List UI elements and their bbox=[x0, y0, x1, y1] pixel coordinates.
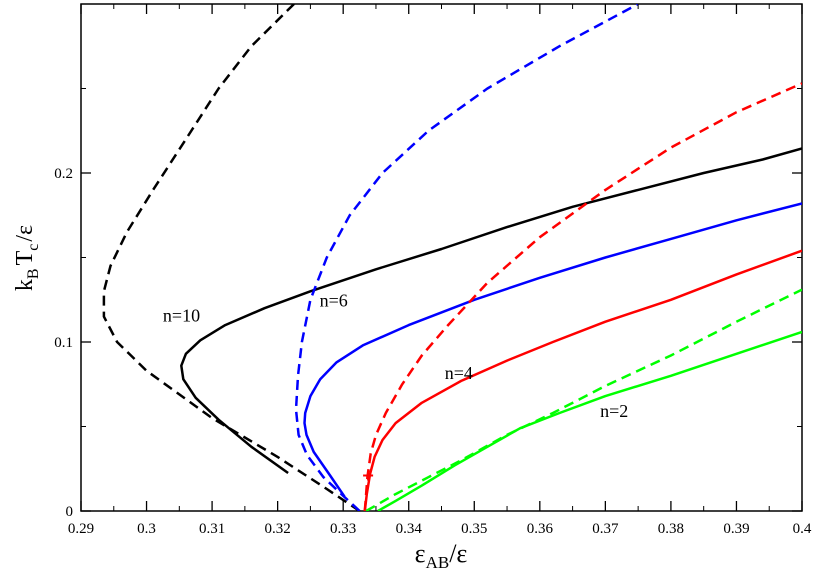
x-axis-label: εAB/ε bbox=[415, 539, 468, 572]
y-tick-label: 0 bbox=[66, 504, 74, 520]
x-tick-label: 0.34 bbox=[396, 521, 423, 537]
x-tick-label: 0.33 bbox=[330, 521, 356, 537]
y-axis-label-k-sub: B bbox=[25, 268, 42, 279]
annotations-group: n=10 n=6 n=4 n=2 bbox=[163, 291, 628, 422]
series-line-n-6 bbox=[303, 202, 802, 498]
y-axis-label-t-sub: c bbox=[25, 244, 42, 251]
series-label-n-4: n=4 bbox=[445, 363, 473, 383]
x-tick-label: 0.35 bbox=[461, 521, 487, 537]
plot-frame bbox=[80, 3, 803, 512]
series-line-n-10 bbox=[180, 147, 802, 475]
curves-group bbox=[102, 4, 802, 511]
series-line-5-dashed bbox=[363, 82, 802, 511]
series-label-n-10: n=10 bbox=[163, 306, 200, 326]
series-line-n-4 bbox=[363, 249, 802, 511]
series-line-7-dashed bbox=[365, 288, 802, 511]
x-tick-label: 0.37 bbox=[592, 521, 619, 537]
x-axis-label-main: ε bbox=[415, 539, 426, 568]
series-label-n-6: n=6 bbox=[320, 291, 348, 311]
y-axis-label-k: k bbox=[12, 279, 38, 291]
series-label-n-2: n=2 bbox=[600, 401, 628, 421]
x-axis-label-sub: AB bbox=[426, 553, 450, 572]
x-tick-label: 0.3 bbox=[137, 521, 156, 537]
y-axis-label-t: T bbox=[12, 250, 38, 265]
x-tick-label: 0.29 bbox=[68, 521, 94, 537]
y-axis-label-tail: /ε bbox=[12, 225, 38, 242]
ticks-group: 0.29 0.3 0.31 0.32 0.33 0.34 0.35 0.36 0.37 0.38 0… bbox=[54, 4, 812, 537]
series-line-1-dashed bbox=[102, 4, 361, 511]
x-tick-label: 0.31 bbox=[199, 521, 225, 537]
series-line-n-2 bbox=[377, 330, 802, 511]
x-tick-label: 0.4 bbox=[793, 521, 812, 537]
series-line-3-dashed bbox=[294, 4, 639, 511]
x-axis-label-tail: /ε bbox=[449, 539, 467, 568]
x-tick-label: 0.39 bbox=[723, 521, 749, 537]
marker-0 bbox=[363, 470, 374, 481]
x-tick-label: 0.38 bbox=[658, 521, 684, 537]
y-axis-label: kBTc/ε bbox=[12, 225, 42, 291]
x-tick-label: 0.32 bbox=[265, 521, 291, 537]
y-tick-label: 0.2 bbox=[54, 166, 73, 182]
y-tick-label: 0.1 bbox=[54, 335, 73, 351]
x-tick-label: 0.36 bbox=[527, 521, 554, 537]
